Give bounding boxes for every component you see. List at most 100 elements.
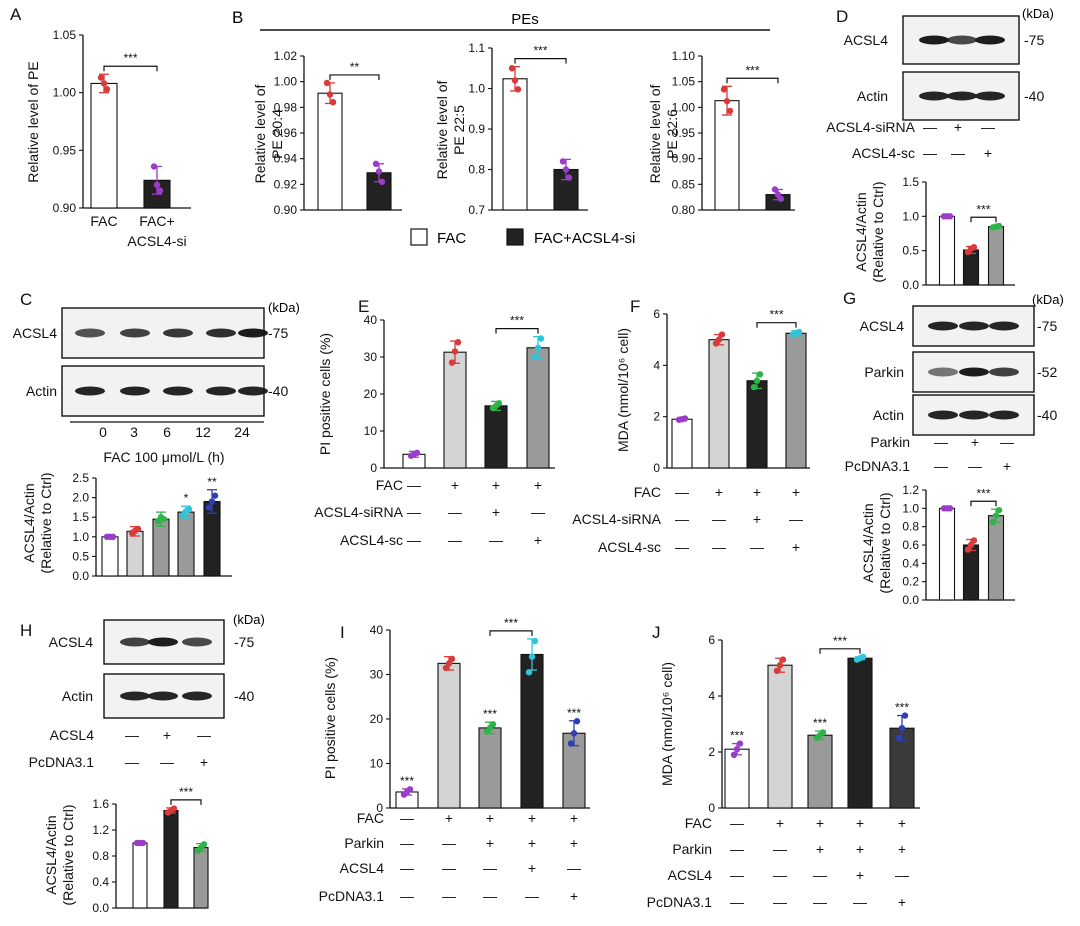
significance-bracket-b2 (514, 58, 567, 64)
blot-condition-sign-d: — (923, 145, 937, 161)
data-point-a (100, 80, 108, 87)
y-tick-label-f: 2 (653, 410, 660, 424)
blot-kda-marker-g: -75 (1037, 318, 1057, 334)
data-point-i (448, 655, 456, 663)
blot-band-h (120, 637, 150, 647)
chart-f: F 0 2 4 6 MDA (nmol/10⁶ cell) *** FAC — + + + ACSL4-… (572, 297, 810, 555)
condition-sign-f: — (675, 484, 689, 500)
condition-sign-e: + (534, 477, 542, 493)
y-tick-label-b2: 0.8 (468, 163, 485, 177)
panel-label-B: B (232, 8, 243, 27)
data-point-i (406, 786, 414, 793)
y-tick-label-b3: 1.00 (672, 100, 696, 114)
data-point-j (901, 712, 909, 719)
x-tick-label-a: ACSL4-si (127, 233, 186, 249)
blot-condition-label-g: PcDNA3.1 (845, 458, 911, 474)
y-tick-label-e: 40 (364, 313, 378, 327)
y-tick-label-b3: 1.05 (672, 75, 696, 89)
condition-sign-j: — (853, 894, 867, 910)
y-axis-label-g: ACSL4/Actin (860, 503, 876, 582)
data-point-i (570, 730, 578, 737)
condition-sign-f: + (753, 511, 761, 527)
data-point-i (528, 653, 536, 660)
data-point-j (736, 740, 744, 747)
condition-sign-f: + (753, 484, 761, 500)
blot-row-label-c: Actin (26, 383, 57, 399)
y-tick-label-e: 10 (364, 424, 378, 438)
blot-condition-sign-g: + (1003, 458, 1011, 474)
condition-sign-i: + (486, 835, 494, 851)
y-tick-label-d: 0.5 (902, 244, 919, 258)
blot-condition-sign-d: — (951, 145, 965, 161)
kda-label-c: (kDa) (268, 300, 300, 315)
blot-condition-sign-h: — (125, 727, 139, 743)
condition-label-f: ACSL4-sc (598, 539, 661, 555)
data-point-j (730, 751, 738, 758)
data-point-i (525, 669, 533, 676)
x-tick-label-a: FAC (90, 213, 117, 229)
y-tick-label-b3: 0.80 (672, 203, 696, 217)
data-point-h (170, 805, 178, 812)
blot-caption-c: FAC 100 μmol/L (h) (103, 449, 224, 465)
bar-e (484, 405, 508, 469)
data-point-e (413, 449, 421, 457)
data-point-f (795, 328, 803, 336)
panel-label-h: H (20, 621, 32, 640)
bar-b1 (317, 92, 343, 211)
bar-j (807, 734, 833, 809)
y-tick-label-i: 30 (370, 668, 384, 682)
data-point-g (946, 505, 954, 512)
data-point-b1 (372, 160, 380, 167)
panel-label-d: D (836, 7, 848, 26)
data-point-g (992, 512, 1000, 519)
blot-band-c (206, 386, 236, 396)
significance-label-j: *** (833, 634, 847, 648)
blot-band-c (238, 328, 268, 338)
y-axis-label-j: MDA (nmol/10⁶ cell) (659, 662, 675, 786)
blot-band-d (919, 91, 949, 101)
condition-sign-j: + (898, 815, 906, 831)
condition-sign-j: — (895, 867, 909, 883)
condition-sign-i: + (486, 810, 494, 826)
data-point-g (967, 541, 975, 549)
bar-i (437, 662, 461, 809)
y-axis-label-b2: PE 22:5 (451, 105, 467, 155)
data-point-i (489, 721, 497, 728)
legend-label-fac-si: FAC+ACSL4-si (534, 230, 635, 247)
blot-condition-sign-g: — (968, 458, 982, 474)
condition-label-j: FAC (685, 815, 712, 831)
bar-c (177, 511, 195, 577)
y-tick-label-b3: 0.85 (672, 177, 696, 191)
blot-condition-label-d: ACSL4-sc (852, 145, 915, 161)
y-tick-label-i: 10 (370, 757, 384, 771)
blot-condition-sign-g: — (934, 458, 948, 474)
panel-label-c: C (20, 290, 32, 309)
bar-c (126, 530, 144, 577)
data-point-d (946, 213, 954, 220)
condition-sign-j: + (856, 867, 864, 883)
significance-star-i: *** (483, 707, 497, 721)
condition-sign-f: + (792, 539, 800, 555)
condition-sign-j: — (813, 867, 827, 883)
data-point-b2 (565, 174, 573, 181)
condition-sign-i: + (528, 810, 536, 826)
y-tick-label-g: 0.0 (902, 593, 919, 607)
data-point-b3 (771, 186, 779, 193)
condition-label-j: Parkin (672, 841, 712, 857)
y-tick-label-d: 1.0 (902, 209, 919, 223)
significance-label-d: *** (976, 202, 990, 216)
data-point-e (534, 344, 542, 351)
significance-bracket-d (970, 216, 997, 223)
blot-condition-sign-d: + (984, 145, 992, 161)
condition-label-i: Parkin (344, 835, 384, 851)
data-point-c (109, 533, 117, 540)
y-tick-label-b1: 1.02 (274, 49, 298, 63)
condition-sign-e: + (534, 532, 542, 548)
blot-band-g (928, 410, 958, 420)
y-axis-label-d: (Relative to Ctrl) (870, 181, 886, 282)
significance-bracket-j (819, 648, 861, 654)
y-tick-label-a: 1.00 (53, 86, 77, 100)
panel-label-g: G (843, 289, 856, 308)
blot-h: H ACSL4 -75 Actin -40 ACSL4 — + — PcDNA3.1 — — + (20, 619, 254, 770)
